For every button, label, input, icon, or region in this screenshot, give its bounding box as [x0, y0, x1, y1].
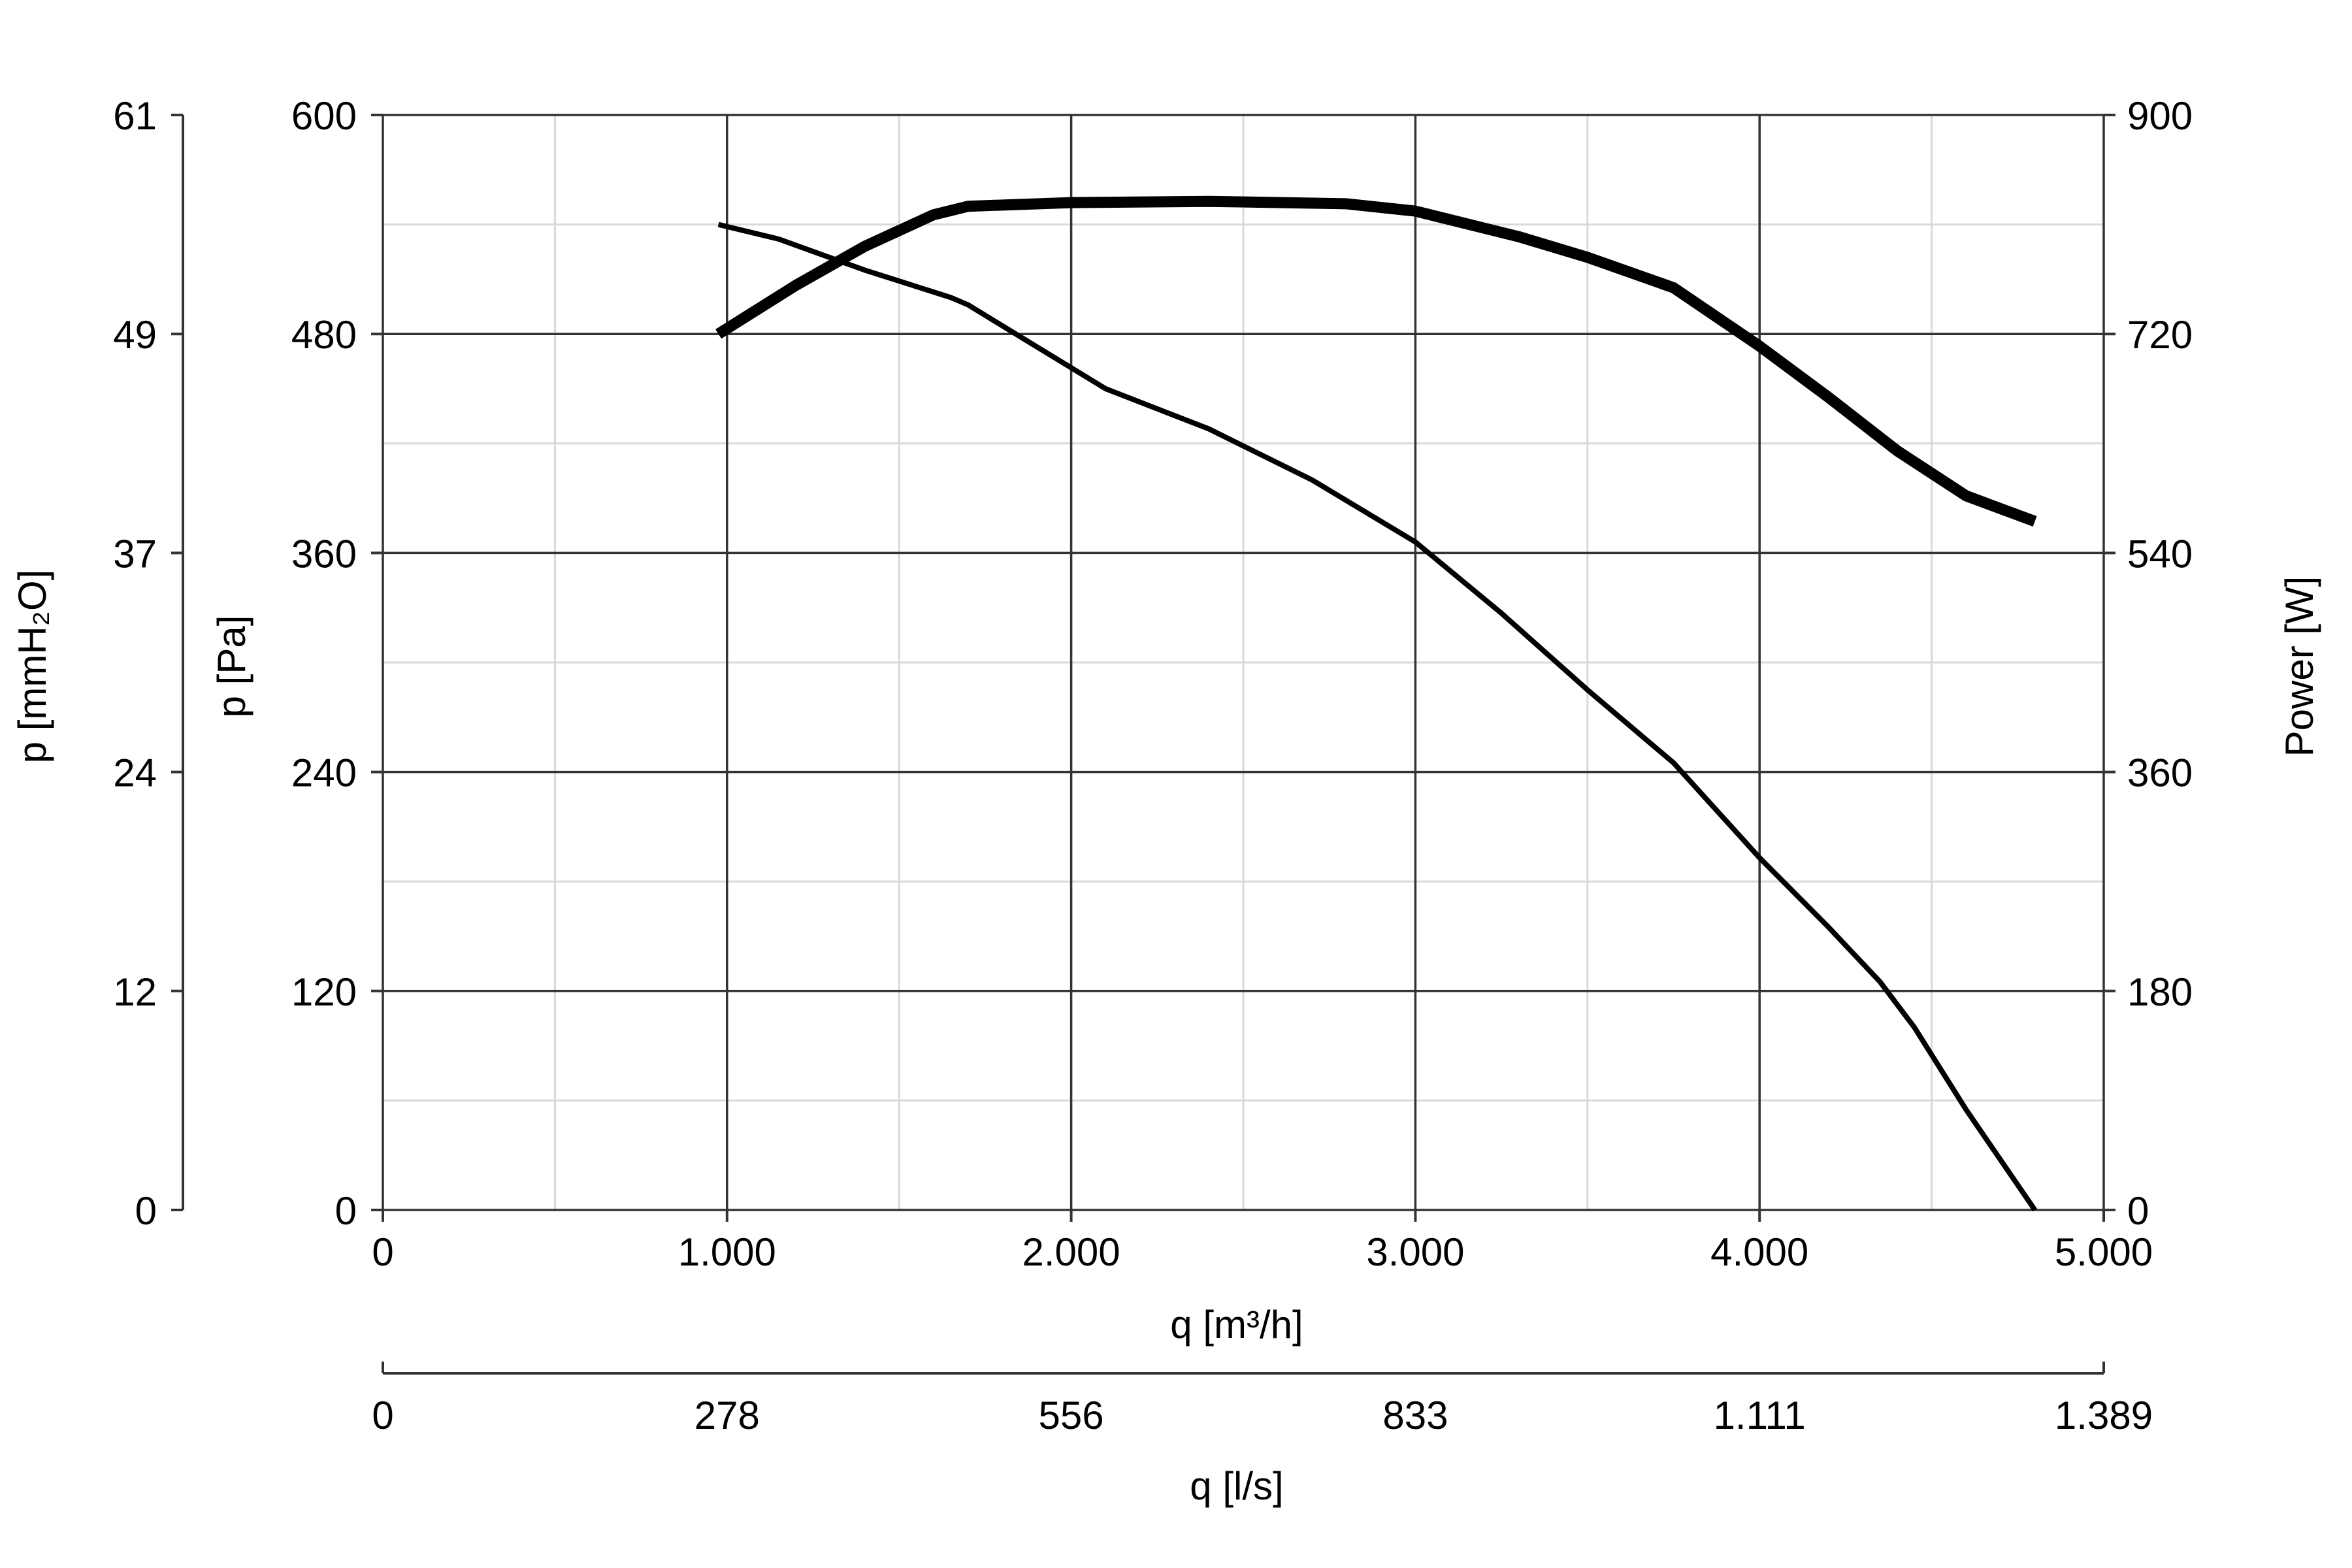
major-gridlines	[382, 114, 2105, 1211]
pa-tick-label: 600	[291, 94, 357, 138]
ticks-ls: 0 278 556 833 1.111 1.389	[372, 1394, 2153, 1437]
y-axis-title: p [Pa]	[210, 615, 253, 718]
ticks-m3h: 0 1.000 2.000 3.000 4.000 5.000	[372, 1230, 2153, 1274]
m3h-tick-label: 1.000	[678, 1230, 776, 1274]
ticks-mmh2o: 0 12 24 37 49 61	[113, 94, 157, 1233]
ticks-pa: 0 120 240 360 480 600	[291, 94, 357, 1233]
x-axis-title: q [m³/h]	[1170, 1303, 1303, 1347]
power-tick-label: 180	[2127, 970, 2193, 1014]
ls-tick-label: 1.111	[1714, 1394, 1806, 1437]
power-curve	[715, 195, 2037, 527]
axis-lines	[171, 114, 2115, 1375]
ls-tick-label: 556	[1039, 1394, 1104, 1437]
m3h-tick-label: 0	[372, 1230, 393, 1274]
pa-tick-label: 0	[335, 1189, 357, 1233]
pa-tick-label: 480	[291, 313, 357, 357]
m3h-tick-label: 5.000	[2055, 1230, 2153, 1274]
curves	[715, 195, 2037, 1212]
mmh2o-tick-label: 0	[135, 1189, 157, 1233]
m3h-tick-label: 2.000	[1022, 1230, 1120, 1274]
mmh2o-tick-label: 49	[113, 313, 157, 357]
ls-tick-label: 278	[694, 1394, 760, 1437]
mmh2o-tick-label: 37	[113, 532, 157, 576]
ticks-power: 0 180 360 540 720 900	[2127, 94, 2193, 1233]
power-tick-label: 0	[2127, 1189, 2149, 1233]
y2-axis-title: Power [W]	[2278, 576, 2321, 757]
x2-axis-title: q [l/s]	[1190, 1464, 1283, 1508]
power-tick-label: 720	[2127, 313, 2193, 357]
m3h-tick-label: 3.000	[1366, 1230, 1464, 1274]
mmh2o-tick-label: 24	[113, 751, 157, 795]
pa-tick-label: 120	[291, 970, 357, 1014]
mmh2o-tick-label: 61	[113, 94, 157, 138]
power-tick-label: 540	[2127, 532, 2193, 576]
ls-tick-label: 833	[1382, 1394, 1448, 1437]
pa-tick-label: 240	[291, 751, 357, 795]
pa-tick-label: 360	[291, 532, 357, 576]
mmh2o-tick-label: 12	[113, 970, 157, 1014]
m3h-tick-label: 4.000	[1710, 1230, 1808, 1274]
ls-tick-label: 0	[372, 1394, 393, 1437]
power-tick-label: 360	[2127, 751, 2193, 795]
minor-gridlines	[383, 115, 2104, 1210]
y-axis-outer-title: p [mmH₂O]	[10, 570, 54, 764]
ls-tick-label: 1.389	[2055, 1394, 2153, 1437]
power-tick-label: 900	[2127, 94, 2193, 138]
pressure-curve	[717, 221, 2037, 1212]
